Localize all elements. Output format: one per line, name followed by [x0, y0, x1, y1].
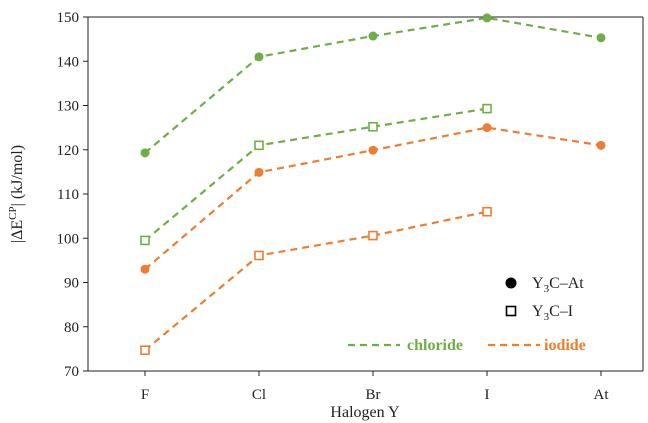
- data-point-circle: [368, 145, 378, 155]
- x-tick-label: At: [594, 387, 610, 403]
- data-point-square: [482, 103, 492, 114]
- data-point-circle: [254, 52, 264, 62]
- data-point-square: [482, 206, 492, 217]
- y-tick-label: 80: [64, 320, 79, 336]
- y-axis-ticks: 70 80 90 100 110 120 130 140 150: [57, 10, 88, 380]
- legend-square-label: Y3C–I: [532, 303, 573, 323]
- series-line-chloride-square: [144, 107, 488, 242]
- y-tick-label: 110: [57, 187, 79, 203]
- y-tick-label: 130: [57, 99, 80, 115]
- x-tick-label: I: [485, 387, 490, 403]
- data-point-circle: [482, 13, 492, 23]
- x-axis-title: Halogen Y: [330, 404, 400, 421]
- x-tick-label: Br: [366, 387, 381, 403]
- y-tick-label: 140: [57, 54, 80, 70]
- data-point-circle: [596, 33, 606, 43]
- y-tick-label: 70: [64, 364, 79, 380]
- legend-circle-label: Y3C–At: [532, 275, 584, 295]
- y-tick-label: 100: [57, 231, 80, 247]
- data-point-circle: [140, 264, 150, 274]
- legend-circle-marker: [505, 277, 517, 289]
- data-point-circle: [140, 148, 150, 158]
- data-point-square: [140, 345, 150, 356]
- y-axis-title: |ΔECP| (kJ/mol): [7, 145, 26, 243]
- y-axis-title-post: | (kJ/mol): [9, 145, 26, 206]
- data-point-square: [254, 250, 264, 261]
- legend-chloride-label: chloride: [407, 337, 463, 354]
- data-point-circle: [368, 31, 378, 41]
- y-tick-label: 120: [57, 143, 80, 159]
- data-point-circle: [254, 167, 264, 177]
- series-group: [140, 13, 606, 356]
- data-point-square: [368, 230, 378, 241]
- x-tick-label: Cl: [252, 387, 266, 403]
- y-tick-label: 150: [57, 10, 80, 26]
- x-tick-label: F: [141, 387, 149, 403]
- legend-square-marker: [505, 305, 517, 317]
- legend-iodide-label: iodide: [544, 337, 586, 354]
- data-point-square: [140, 235, 150, 246]
- y-axis-title-sup: CP: [7, 206, 19, 219]
- series-line-iodide-square: [144, 210, 488, 352]
- data-point-circle: [596, 140, 606, 150]
- data-point-circle: [482, 123, 492, 133]
- data-point-square: [254, 140, 264, 151]
- data-point-square: [368, 121, 378, 132]
- x-axis-ticks: F Cl Br I At: [141, 371, 610, 403]
- y-tick-label: 90: [64, 276, 79, 292]
- y-axis-title-pre: |ΔE: [9, 220, 26, 243]
- legend: Y3C–At Y3C–I chloride iodide: [348, 275, 586, 354]
